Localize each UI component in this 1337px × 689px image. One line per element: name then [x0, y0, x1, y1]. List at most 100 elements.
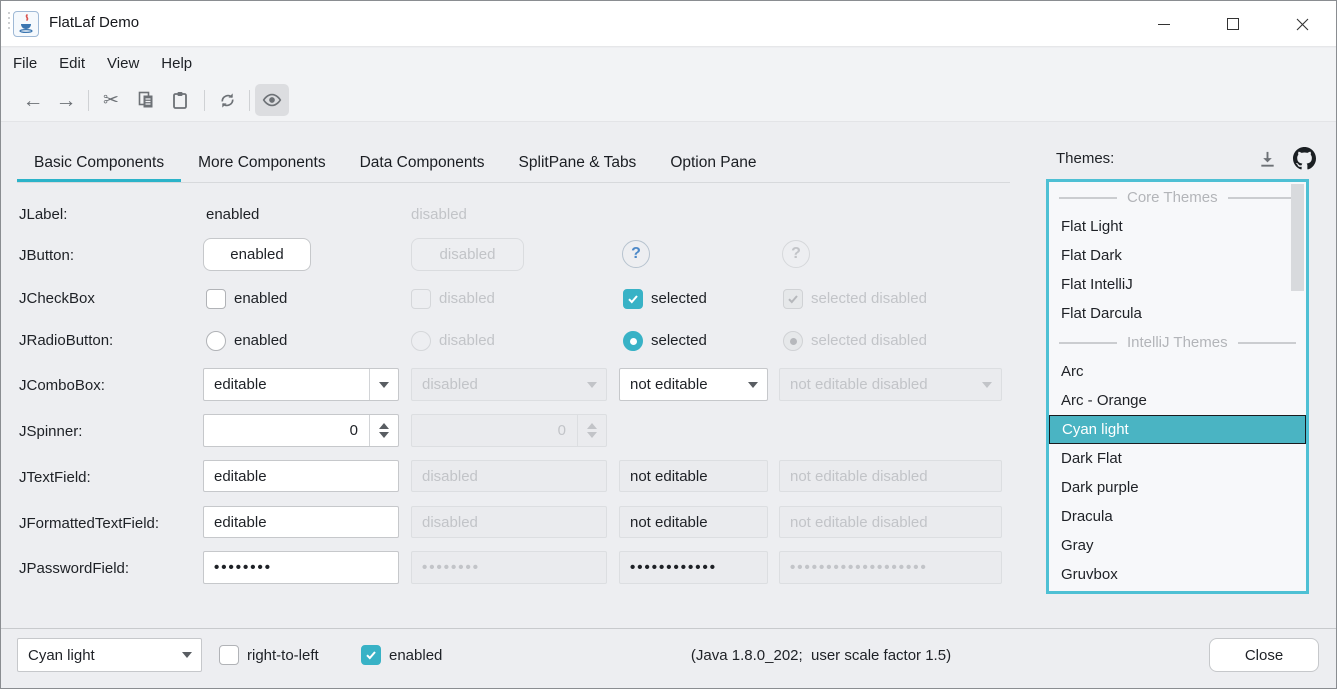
title-bar: FlatLaf Demo: [1, 1, 1336, 47]
theme-item-flat-intellij[interactable]: Flat IntelliJ: [1061, 276, 1133, 293]
theme-item-cyan-light[interactable]: Cyan light: [1049, 415, 1306, 444]
radio-selected[interactable]: [623, 331, 643, 351]
theme-item-flat-dark[interactable]: Flat Dark: [1061, 247, 1122, 264]
jspinner-row-label: JSpinner:: [19, 423, 83, 440]
close-window-button[interactable]: [1279, 1, 1325, 47]
passwordfield-editable[interactable]: ••••••••: [203, 551, 399, 584]
theme-item-gray[interactable]: Gray: [1061, 537, 1094, 554]
combobox-not-editable[interactable]: not editable: [619, 368, 768, 401]
checkbox-enabled[interactable]: [206, 289, 226, 309]
download-theme-button[interactable]: [1254, 147, 1280, 171]
textfield-not-editable-disabled: not editable disabled: [779, 460, 1002, 492]
chevron-down-icon[interactable]: [172, 639, 201, 671]
github-octocat-icon: [1292, 146, 1316, 169]
check-icon: [628, 295, 638, 304]
tab-basic-components[interactable]: Basic Components: [17, 144, 182, 182]
theme-selector-value: Cyan light: [28, 646, 95, 664]
show-hover-toggle-button[interactable]: [255, 84, 289, 116]
theme-category-intellij-themes: IntelliJ Themes: [1049, 328, 1306, 357]
combobox-not-editable-disabled: not editable disabled: [779, 368, 1002, 401]
theme-item-dark-flat[interactable]: Dark Flat: [1061, 450, 1122, 467]
radio-selected-disabled: [783, 331, 803, 351]
spinner-value: 0: [349, 422, 358, 439]
toolbar-separator: [88, 90, 89, 111]
paste-clipboard-icon: [173, 92, 187, 109]
theme-item-dark-purple[interactable]: Dark purple: [1061, 479, 1139, 496]
chevron-down-icon[interactable]: [369, 369, 398, 400]
radio-enabled[interactable]: [206, 331, 226, 351]
jcheckbox-row-label: JCheckBox: [19, 290, 95, 307]
theme-item-gruvbox[interactable]: Gruvbox: [1061, 566, 1118, 583]
jtextfield-row-label: JTextField:: [19, 469, 91, 486]
refresh-icon: [220, 92, 234, 108]
themes-list: Core Themes Flat Light Flat Dark Flat Intel…: [1046, 179, 1309, 594]
theme-item-arc[interactable]: Arc: [1061, 363, 1084, 380]
theme-category-label: IntelliJ Themes: [1127, 334, 1228, 351]
combobox-editable-value: editable: [214, 376, 267, 393]
checkbox-selected[interactable]: [623, 289, 643, 309]
enabled-button[interactable]: enabled: [203, 238, 311, 271]
forward-button[interactable]: →: [51, 84, 81, 116]
spinner-down-icon: [587, 432, 597, 438]
textfield-not-editable[interactable]: not editable: [619, 460, 768, 492]
minimize-button[interactable]: [1141, 1, 1187, 47]
theme-category-label: Core Themes: [1127, 189, 1218, 206]
chevron-down-icon: [972, 369, 1001, 400]
spinner-down-icon[interactable]: [379, 432, 389, 438]
jformattedtextfield-row-label: JFormattedTextField:: [19, 515, 160, 532]
back-button[interactable]: ←: [18, 84, 48, 116]
radio-enabled-label: enabled: [234, 332, 288, 349]
combobox-editable[interactable]: editable: [203, 368, 399, 401]
cut-button[interactable]: ✂: [96, 84, 126, 116]
toolbar-grip[interactable]: [8, 12, 10, 29]
disabled-button: disabled: [411, 238, 524, 271]
chevron-down-icon[interactable]: [738, 369, 767, 400]
theme-item-flat-darcula[interactable]: Flat Darcula: [1061, 305, 1142, 322]
textfield-editable[interactable]: editable: [203, 460, 399, 492]
status-text: (Java 1.8.0_202; user scale factor 1.5): [690, 647, 952, 664]
theme-item-arc-orange[interactable]: Arc - Orange: [1061, 392, 1147, 409]
theme-item-dracula[interactable]: Dracula: [1061, 508, 1113, 525]
spinner-up-icon: [587, 423, 597, 429]
passwordfield-not-editable[interactable]: ••••••••••••: [619, 551, 768, 584]
help-button[interactable]: ?: [622, 240, 650, 268]
radio-selected-disabled-label: selected disabled: [811, 332, 927, 349]
themes-label: Themes:: [1056, 150, 1115, 167]
enabled-checkbox[interactable]: [361, 645, 381, 665]
menu-help[interactable]: Help: [161, 55, 193, 72]
formatted-textfield-not-editable[interactable]: not editable: [619, 506, 768, 538]
checkbox-enabled-label: enabled: [234, 290, 288, 307]
themes-list-items: Core Themes Flat Light Flat Dark Flat Intel…: [1049, 183, 1306, 591]
checkbox-disabled: [411, 289, 431, 309]
right-to-left-checkbox[interactable]: [219, 645, 239, 665]
jlabel-disabled: disabled: [411, 206, 467, 223]
spinner-arrows[interactable]: [369, 415, 398, 446]
jlabel-row-label: JLabel:: [19, 206, 68, 223]
right-to-left-label: right-to-left: [247, 647, 319, 664]
download-icon: [1260, 151, 1274, 167]
themes-list-scrollbar-thumb[interactable]: [1291, 184, 1304, 291]
menu-view[interactable]: View: [107, 55, 140, 72]
spinner-up-icon[interactable]: [379, 423, 389, 429]
tab-splitpane-tabs[interactable]: SplitPane & Tabs: [518, 154, 637, 171]
menu-file[interactable]: File: [13, 55, 38, 72]
close-button[interactable]: Close: [1209, 638, 1319, 672]
window-title: FlatLaf Demo: [49, 14, 140, 31]
tab-bar: Basic Components More Components Data Comp…: [17, 144, 774, 182]
formatted-textfield-disabled: disabled: [411, 506, 607, 538]
bottombar-separator: [1, 628, 1336, 629]
copy-button[interactable]: [131, 84, 161, 116]
maximize-button[interactable]: [1210, 1, 1256, 47]
theme-selector-combobox[interactable]: Cyan light: [17, 638, 202, 672]
formatted-textfield-editable[interactable]: editable: [203, 506, 399, 538]
paste-button[interactable]: [165, 84, 195, 116]
github-link-button[interactable]: [1290, 145, 1318, 171]
tab-option-pane[interactable]: Option Pane: [670, 154, 757, 171]
menu-edit[interactable]: Edit: [59, 55, 86, 72]
check-icon: [366, 651, 376, 660]
theme-item-flat-light[interactable]: Flat Light: [1061, 218, 1123, 235]
tab-data-components[interactable]: Data Components: [359, 154, 485, 171]
tab-more-components[interactable]: More Components: [198, 154, 326, 171]
spinner-enabled[interactable]: 0: [203, 414, 399, 447]
refresh-button[interactable]: [212, 84, 242, 116]
